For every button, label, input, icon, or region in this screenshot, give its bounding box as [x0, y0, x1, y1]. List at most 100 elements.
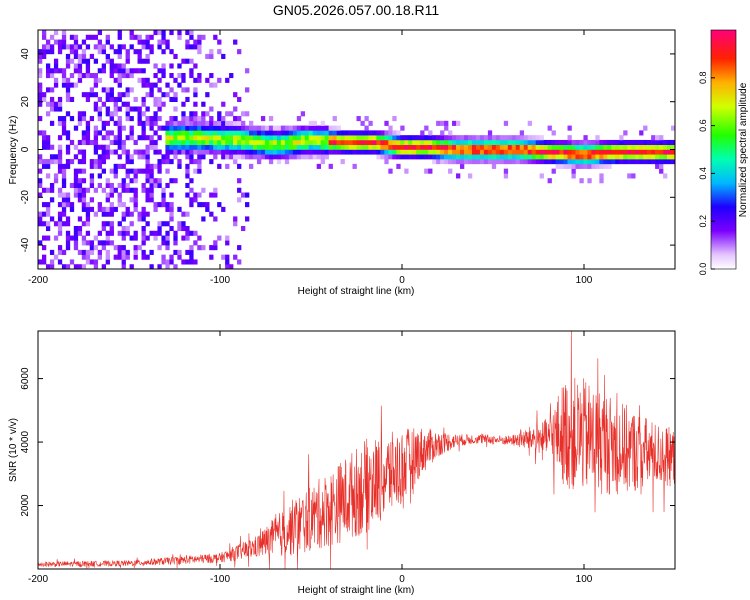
heatmap-cell	[320, 149, 325, 155]
heatmap-cell	[252, 139, 258, 146]
heatmap-cell	[161, 254, 166, 260]
heatmap-cell	[452, 149, 457, 155]
heatmap-cell	[205, 149, 210, 155]
heatmap-cell	[316, 135, 321, 141]
heatmap-cell	[197, 135, 202, 141]
heatmap-cell	[153, 130, 158, 136]
heatmap-cell	[133, 34, 138, 40]
heatmap-cell	[93, 163, 99, 169]
heatmap-cell	[396, 130, 401, 136]
heatmap-cell	[491, 163, 497, 169]
heatmap-cell	[217, 125, 222, 131]
heatmap-cell	[527, 144, 532, 150]
heatmap-cell	[141, 44, 146, 50]
heatmap-cell	[651, 149, 656, 155]
heatmap-cell	[57, 154, 63, 160]
heatmap-cell	[523, 135, 528, 141]
heatmap-cell	[245, 87, 250, 93]
heatmap-cell	[205, 206, 210, 212]
heatmap-cell	[233, 144, 238, 150]
heatmap-cell	[448, 168, 453, 174]
heatmap-cell	[292, 149, 298, 155]
heatmap-cell	[607, 154, 612, 160]
heatmap-cell	[221, 125, 226, 131]
heatmap-cell	[65, 240, 71, 246]
heatmap-cell	[376, 144, 381, 150]
heatmap-cell	[129, 73, 134, 79]
heatmap-cell	[428, 139, 433, 146]
heatmap-cell	[117, 182, 122, 189]
heatmap-cell	[117, 130, 122, 136]
heatmap-cell	[181, 221, 186, 227]
heatmap-cell	[185, 139, 190, 146]
heatmap-cell	[344, 139, 349, 146]
heatmap-cell	[101, 68, 106, 74]
heatmap-cell	[173, 149, 178, 155]
heatmap-cell	[149, 82, 154, 88]
heatmap-cell	[320, 159, 325, 165]
heatmap-cell	[129, 235, 134, 241]
heatmap-cell	[487, 144, 493, 150]
heatmap-cell	[237, 96, 242, 102]
heatmap-cell	[173, 92, 178, 98]
heatmap-cell	[201, 149, 206, 155]
heatmap-cell	[579, 178, 584, 184]
heatmap-cell	[177, 206, 182, 212]
heatmap-cell	[328, 149, 333, 155]
heatmap-cell	[185, 168, 190, 174]
heatmap-cell	[153, 63, 158, 69]
heatmap-cell	[145, 154, 150, 160]
heatmap-cell	[249, 135, 254, 141]
heatmap-cell	[157, 245, 162, 251]
heatmap-cell	[73, 49, 79, 55]
heatmap-cell	[284, 154, 290, 160]
heatmap-cell	[157, 264, 162, 269]
heatmap-cell	[241, 225, 246, 232]
heatmap-cell	[571, 139, 576, 146]
heatmap-cell	[197, 245, 202, 251]
heatmap-cell	[197, 44, 202, 50]
heatmap-cell	[663, 154, 668, 160]
heatmap-cell	[53, 221, 59, 227]
heatmap-cell	[57, 249, 63, 255]
heatmap-cell	[659, 139, 664, 146]
heatmap-cell	[448, 154, 453, 160]
heatmap-cell	[229, 149, 234, 155]
heatmap-cell	[53, 82, 59, 88]
heatmap-cell	[328, 144, 333, 150]
heatmap-cell	[487, 130, 493, 136]
heatmap-cell	[408, 135, 413, 141]
heatmap-cell	[125, 92, 130, 98]
heatmap-cell	[129, 168, 134, 174]
heatmap-cell	[249, 125, 254, 131]
heatmap-cell	[61, 120, 67, 126]
heatmap-cell	[133, 96, 138, 102]
heatmap-cell	[185, 120, 190, 126]
heatmap-cell	[133, 68, 138, 74]
heatmap-cell	[619, 144, 624, 150]
heatmap-cell	[276, 125, 282, 131]
heatmap-cell	[420, 149, 425, 155]
heatmap-cell	[535, 154, 540, 160]
heatmap-cell	[575, 144, 580, 150]
heatmap-cell	[61, 34, 67, 40]
heatmap-cell	[117, 249, 122, 255]
heatmap-cell	[61, 182, 67, 189]
heatmap-cell	[93, 144, 99, 150]
heatmap-cell	[364, 144, 369, 150]
heatmap-cell	[667, 159, 672, 165]
heatmap-cell	[388, 135, 393, 141]
heatmap-cell	[245, 135, 250, 141]
heatmap-cell	[213, 187, 218, 193]
heatmap-cell	[189, 58, 194, 64]
heatmap-cell	[229, 125, 234, 131]
heatmap-cell	[89, 73, 95, 79]
heatmap-cell	[444, 154, 449, 160]
heatmap-cell	[73, 39, 79, 45]
heatmap-cell	[559, 154, 564, 160]
heatmap-cell	[539, 154, 544, 160]
heatmap-cell	[189, 130, 194, 136]
heatmap-cell	[109, 221, 114, 227]
heatmap-cell	[416, 149, 421, 155]
snr-xlabel: Height of straight line (km)	[298, 585, 415, 596]
